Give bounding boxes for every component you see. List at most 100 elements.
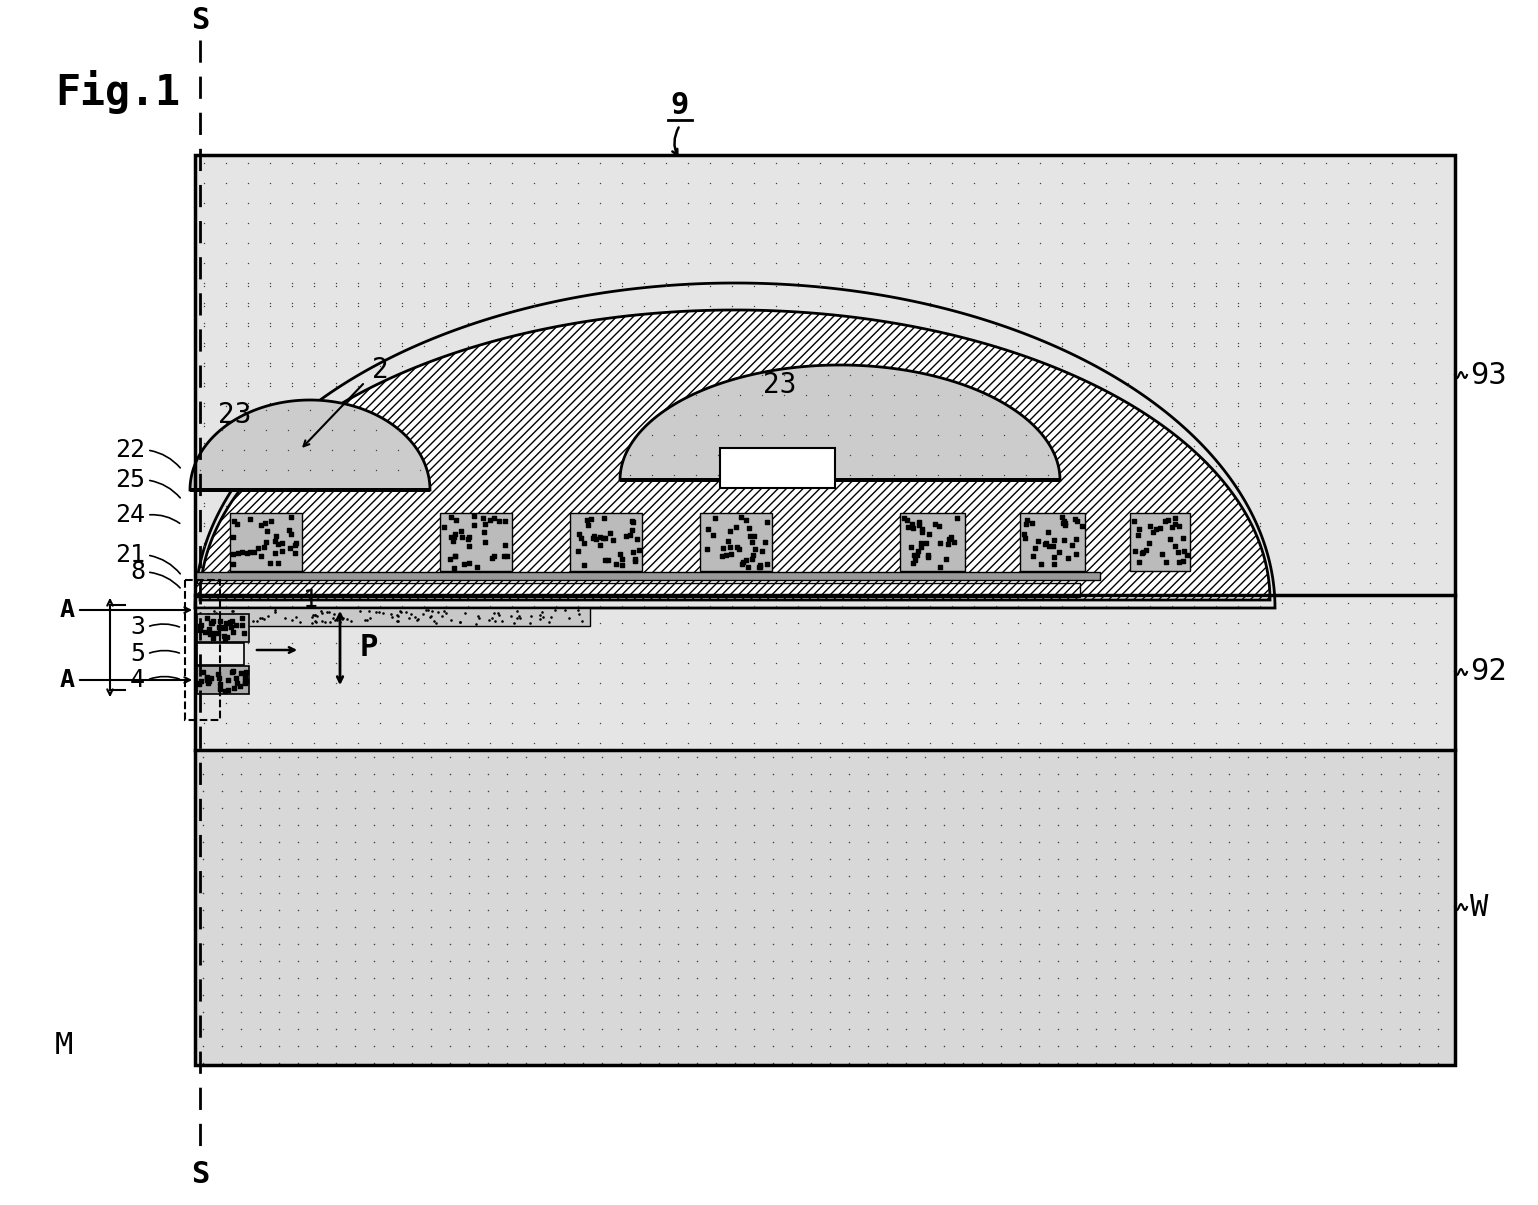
Point xyxy=(455,474,480,493)
Point xyxy=(609,374,634,393)
Point xyxy=(192,713,217,733)
Point xyxy=(632,693,657,712)
Point xyxy=(654,353,678,372)
Point xyxy=(197,619,221,639)
Point xyxy=(543,234,568,253)
Point xyxy=(926,446,950,465)
Point xyxy=(807,734,832,753)
Point xyxy=(1006,693,1030,712)
Point xyxy=(521,293,546,312)
Point xyxy=(720,674,744,693)
Point xyxy=(434,396,458,416)
Point xyxy=(418,866,443,886)
Point xyxy=(254,460,278,480)
Point xyxy=(1094,353,1118,372)
Point xyxy=(220,611,245,630)
Point xyxy=(257,213,281,233)
Point xyxy=(1049,317,1074,336)
Point xyxy=(266,535,291,554)
Point xyxy=(285,934,309,953)
Point xyxy=(455,530,480,549)
Point xyxy=(1046,747,1070,766)
Point xyxy=(1094,576,1118,595)
Point xyxy=(357,609,381,628)
Point xyxy=(852,317,877,336)
Point xyxy=(221,511,246,530)
Point xyxy=(1049,534,1074,553)
Point xyxy=(214,376,238,395)
Point xyxy=(209,1003,234,1022)
Point xyxy=(918,253,943,272)
Point xyxy=(1026,815,1050,834)
Point xyxy=(904,386,929,405)
Point xyxy=(1269,393,1293,412)
Point xyxy=(807,557,832,576)
Point xyxy=(455,313,480,333)
Point xyxy=(1424,374,1449,393)
Point xyxy=(266,900,291,919)
Point xyxy=(323,883,348,903)
Point xyxy=(1181,593,1206,612)
Point xyxy=(566,276,591,295)
Point xyxy=(346,534,371,553)
Point xyxy=(741,833,766,852)
Point xyxy=(720,153,744,172)
Point xyxy=(192,174,217,193)
Point xyxy=(1226,234,1250,253)
Point xyxy=(437,883,461,903)
Point xyxy=(632,534,657,553)
Point xyxy=(571,1053,595,1072)
Point xyxy=(983,574,1007,593)
Point xyxy=(618,525,643,545)
Point xyxy=(1247,553,1272,572)
Point xyxy=(895,334,920,353)
Point xyxy=(1380,534,1404,553)
Point xyxy=(1292,634,1317,653)
Point xyxy=(1027,374,1052,393)
Point xyxy=(257,393,281,412)
Point xyxy=(1178,833,1203,852)
Point xyxy=(723,850,747,869)
Point xyxy=(1335,274,1360,293)
Point xyxy=(1226,557,1250,576)
Point xyxy=(1247,476,1272,495)
Point xyxy=(1269,474,1293,493)
Point xyxy=(434,436,458,455)
Point xyxy=(1181,496,1206,516)
Point xyxy=(1226,153,1250,172)
Point xyxy=(632,376,657,395)
Point xyxy=(1313,674,1338,693)
Point xyxy=(500,593,524,612)
Point xyxy=(961,536,986,556)
Point xyxy=(940,174,964,193)
Point xyxy=(786,174,811,193)
Point xyxy=(1094,634,1118,653)
Point xyxy=(874,866,898,886)
Point xyxy=(192,493,217,512)
Point xyxy=(424,613,449,633)
Point xyxy=(1247,357,1272,376)
Point xyxy=(1406,1003,1430,1022)
Point xyxy=(1138,634,1163,653)
Point xyxy=(235,596,260,616)
Point xyxy=(983,557,1007,576)
Point xyxy=(248,1053,272,1072)
Point xyxy=(1181,313,1206,333)
Point xyxy=(1138,496,1163,516)
Point xyxy=(881,386,906,405)
Point xyxy=(412,374,437,393)
Point xyxy=(741,866,766,886)
Point xyxy=(983,457,1007,476)
Point xyxy=(760,798,784,817)
Point xyxy=(434,653,458,672)
Point xyxy=(280,193,305,212)
Point xyxy=(1349,798,1373,817)
Point xyxy=(521,174,546,193)
Point xyxy=(727,386,752,405)
Point xyxy=(566,357,591,376)
Point xyxy=(874,968,898,987)
Point xyxy=(1115,734,1140,753)
Point xyxy=(457,934,481,953)
Point xyxy=(492,547,517,566)
Point xyxy=(1426,1053,1450,1072)
